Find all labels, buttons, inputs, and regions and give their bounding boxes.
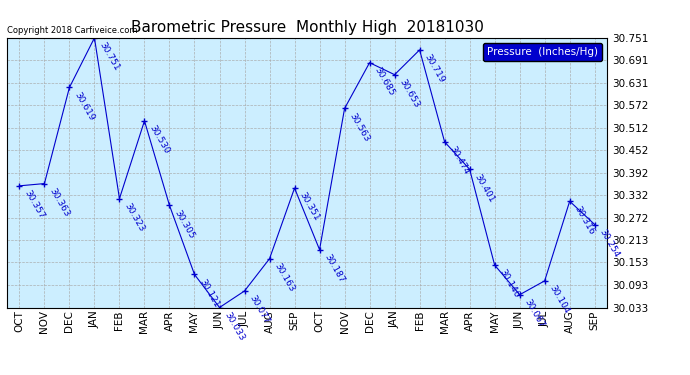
Text: 30.474: 30.474 [447,145,471,176]
Text: 30.121: 30.121 [197,277,221,309]
Text: 30.357: 30.357 [22,189,46,220]
Text: 30.146: 30.146 [497,268,521,300]
Text: 30.305: 30.305 [172,208,196,240]
Text: 30.653: 30.653 [397,78,421,110]
Text: 30.323: 30.323 [122,201,146,233]
Legend: Pressure  (Inches/Hg): Pressure (Inches/Hg) [483,43,602,61]
Text: 30.563: 30.563 [347,111,371,143]
Text: 30.351: 30.351 [297,191,321,223]
Text: 30.685: 30.685 [373,66,396,98]
Text: 30.067: 30.067 [522,297,546,329]
Text: 30.187: 30.187 [322,252,346,284]
Text: 30.401: 30.401 [473,172,496,204]
Text: 30.530: 30.530 [147,124,171,156]
Text: 30.363: 30.363 [47,186,71,218]
Text: 30.751: 30.751 [97,40,121,72]
Text: Copyright 2018 Carfiveice.com: Copyright 2018 Carfiveice.com [7,26,137,35]
Text: 30.719: 30.719 [422,53,446,84]
Text: 30.163: 30.163 [273,261,296,293]
Title: Barometric Pressure  Monthly High  20181030: Barometric Pressure Monthly High 2018103… [130,20,484,35]
Text: 30.033: 30.033 [222,310,246,342]
Text: 30.316: 30.316 [573,204,596,236]
Text: 30.077: 30.077 [247,294,271,326]
Text: 30.619: 30.619 [72,90,96,122]
Text: 30.254: 30.254 [598,227,621,259]
Text: 30.104: 30.104 [547,284,571,315]
